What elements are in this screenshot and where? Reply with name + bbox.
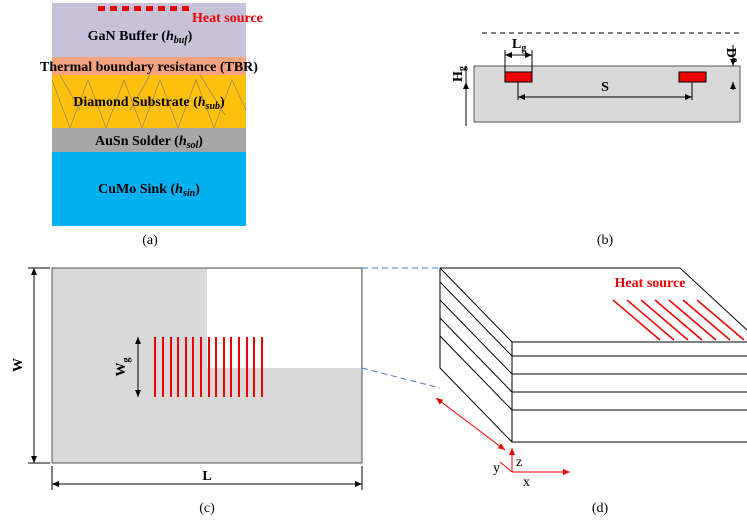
axis-label: x bbox=[523, 475, 530, 490]
box-edges bbox=[440, 268, 747, 442]
gate bbox=[679, 72, 706, 82]
caption: (d) bbox=[592, 501, 609, 516]
layer-label: Diamond Substrate (hsub) bbox=[73, 95, 225, 112]
figure: Heat source GaN Buffer (hbuf) Thermal bo… bbox=[0, 0, 747, 526]
panel-c: W Wg L (c) bbox=[11, 268, 362, 516]
heat-source-lines bbox=[613, 300, 744, 340]
panel-d: Heat source y z x (d) bbox=[362, 268, 747, 516]
zoom-line bbox=[362, 368, 440, 388]
panel-a: Heat source GaN Buffer (hbuf) Thermal bo… bbox=[40, 3, 263, 248]
axis-label: z bbox=[516, 455, 522, 470]
top-face bbox=[440, 268, 747, 342]
gate bbox=[505, 72, 532, 82]
layer-lines bbox=[440, 282, 747, 410]
heat-source-label: Heat source bbox=[615, 276, 686, 291]
heat-source-label: Heat source bbox=[192, 11, 263, 26]
axis-label: y bbox=[493, 461, 500, 476]
dim-label: L bbox=[202, 469, 211, 484]
caption: (a) bbox=[142, 233, 158, 248]
caption: (b) bbox=[597, 233, 614, 248]
dim-label: W bbox=[11, 358, 26, 372]
dim-label: S bbox=[601, 80, 609, 95]
panel-b: Lg Hg S De (b) bbox=[451, 33, 740, 248]
dim-label: Lg bbox=[512, 37, 526, 54]
dim-label: De bbox=[723, 48, 740, 63]
dim-label: Hg bbox=[451, 66, 468, 82]
y-axis bbox=[500, 462, 512, 472]
caption: (c) bbox=[199, 501, 215, 516]
layer-label: Thermal boundary resistance (TBR) bbox=[40, 60, 258, 75]
